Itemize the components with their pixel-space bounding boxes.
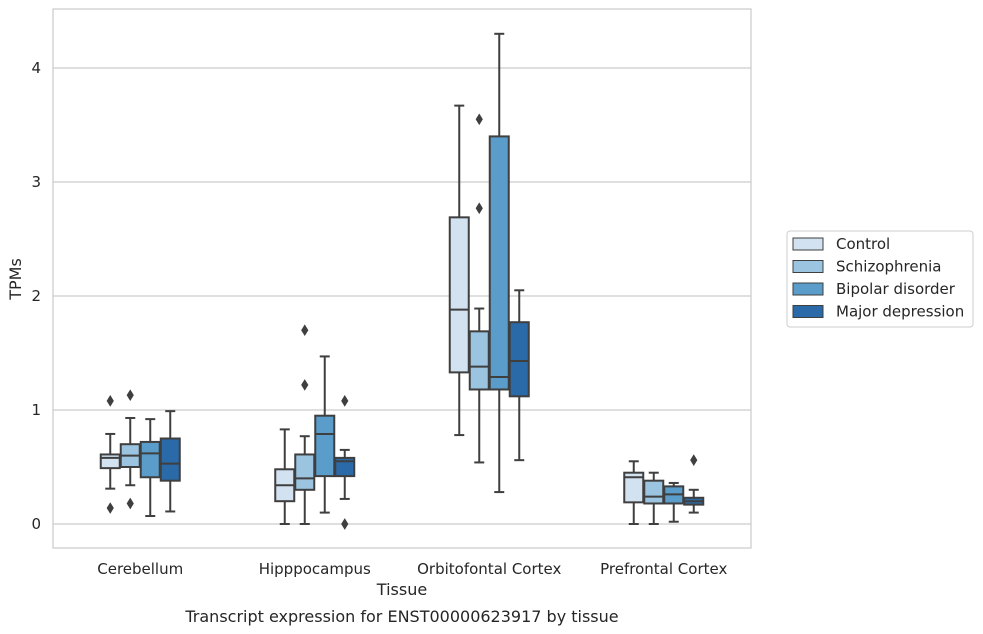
box-1-0 (119, 389, 141, 510)
outlier-point (690, 454, 698, 467)
box-2-0 (139, 418, 161, 518)
legend-swatch (792, 237, 824, 251)
plot-frame (52, 8, 752, 549)
box-3-3 (683, 454, 705, 514)
box-groups (99, 32, 705, 530)
box-3-0 (159, 410, 181, 513)
box (468, 330, 490, 391)
legend-swatch (792, 305, 824, 318)
chart-title: Transcript expression for ENST0000062391… (184, 607, 618, 626)
legend-label: Major depression (836, 303, 964, 321)
outlier-point (475, 113, 483, 126)
y-tick-labels: 0 1 2 3 4 (31, 59, 41, 533)
box (508, 321, 530, 398)
box (488, 135, 510, 391)
box (139, 440, 161, 479)
box (99, 453, 121, 470)
outlier-point (475, 202, 483, 215)
outlier-point (341, 395, 349, 407)
x-tick-label: Cerebellum (97, 560, 183, 578)
box-0-0 (99, 395, 121, 514)
x-tick-label: Hipppocampus (259, 560, 371, 578)
legend: Control Schizophrenia Bipolar disorder Majo… (786, 230, 974, 328)
box (294, 453, 316, 491)
x-tick-labels: Cerebellum Hipppocampus Orbitofontal Corte… (97, 560, 727, 578)
legend-label: Control (836, 235, 890, 253)
legend-frame (786, 230, 974, 328)
outlier-point (341, 518, 349, 530)
outlier-point (106, 395, 114, 407)
box-2-3 (663, 481, 685, 523)
box-1-1 (294, 324, 316, 525)
y-tick-label: 2 (31, 287, 41, 305)
x-tick-label: Orbitofontal Cortex (417, 560, 561, 578)
box (448, 216, 470, 374)
box-2-1 (314, 355, 336, 514)
y-axis-label: TPMs (6, 258, 25, 301)
x-axis-label: Tissue (376, 580, 427, 599)
y-tick-label: 4 (31, 59, 41, 77)
outlier-point (301, 379, 309, 391)
box-3-2 (508, 289, 530, 462)
box-2-2 (488, 32, 510, 494)
y-tick-label: 3 (31, 173, 41, 191)
outlier-point (301, 324, 309, 337)
legend-label: Schizophrenia (836, 258, 941, 276)
box-0-1 (274, 428, 296, 525)
box-0-3 (623, 460, 645, 525)
y-tick-label: 1 (31, 401, 41, 419)
legend-swatch (792, 260, 824, 273)
legend-label: Bipolar disorder (836, 280, 956, 298)
outlier-point (126, 497, 134, 510)
legend-swatch (792, 282, 824, 296)
outlier-point (126, 389, 134, 402)
outlier-point (106, 502, 114, 514)
box (334, 456, 356, 478)
box-1-2 (468, 113, 490, 464)
box (159, 437, 181, 482)
box-3-1 (334, 395, 356, 530)
box (643, 479, 665, 505)
box-1-3 (643, 471, 665, 525)
box (314, 414, 336, 478)
x-tick-label: Prefrontal Cortex (600, 560, 727, 578)
y-tick-label: 0 (31, 515, 41, 533)
box-0-2 (448, 104, 470, 437)
